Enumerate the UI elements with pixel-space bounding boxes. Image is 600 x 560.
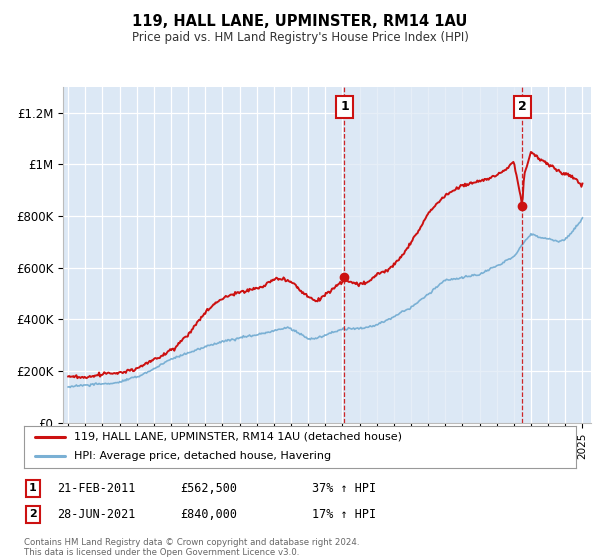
Text: £840,000: £840,000 <box>180 507 237 521</box>
Text: 1: 1 <box>29 483 37 493</box>
Text: £562,500: £562,500 <box>180 482 237 495</box>
Text: HPI: Average price, detached house, Havering: HPI: Average price, detached house, Have… <box>74 451 331 461</box>
Text: 119, HALL LANE, UPMINSTER, RM14 1AU (detached house): 119, HALL LANE, UPMINSTER, RM14 1AU (det… <box>74 432 401 442</box>
Text: Price paid vs. HM Land Registry's House Price Index (HPI): Price paid vs. HM Land Registry's House … <box>131 31 469 44</box>
Bar <box>344 87 522 423</box>
Text: 1: 1 <box>340 100 349 114</box>
Text: Contains HM Land Registry data © Crown copyright and database right 2024.
This d: Contains HM Land Registry data © Crown c… <box>24 538 359 557</box>
Text: 17% ↑ HPI: 17% ↑ HPI <box>312 507 376 521</box>
Text: 21-FEB-2011: 21-FEB-2011 <box>57 482 136 495</box>
Text: 2: 2 <box>518 100 527 114</box>
Text: 28-JUN-2021: 28-JUN-2021 <box>57 507 136 521</box>
Text: 2: 2 <box>29 509 37 519</box>
Text: 119, HALL LANE, UPMINSTER, RM14 1AU: 119, HALL LANE, UPMINSTER, RM14 1AU <box>133 14 467 29</box>
Text: 37% ↑ HPI: 37% ↑ HPI <box>312 482 376 495</box>
